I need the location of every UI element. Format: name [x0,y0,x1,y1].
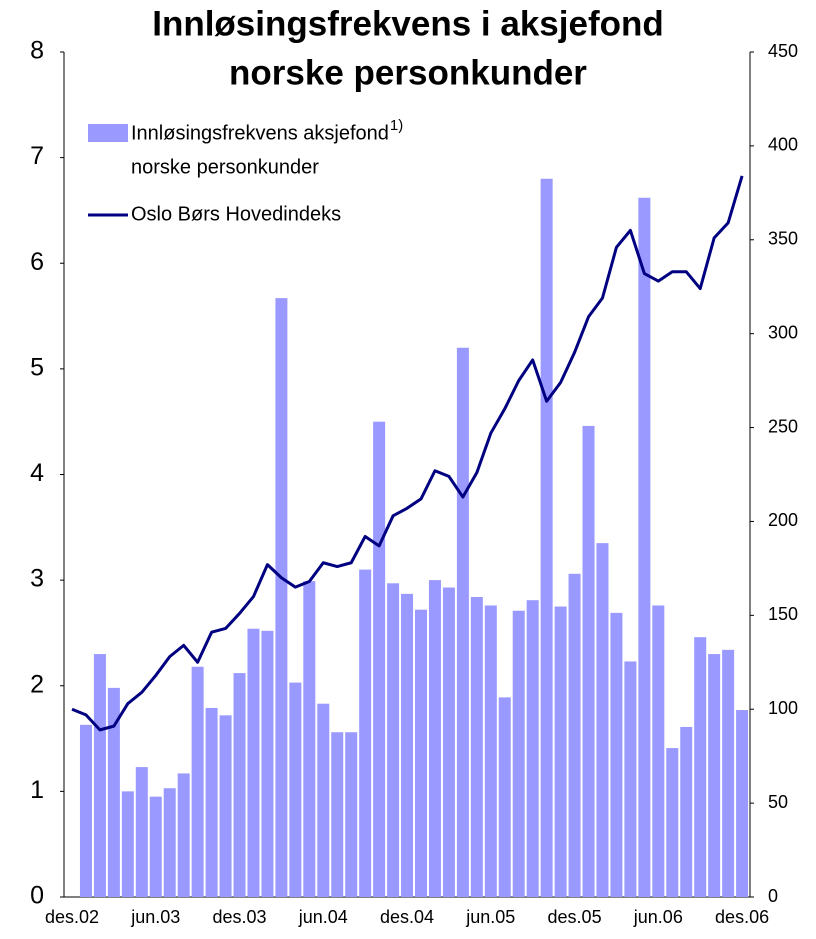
bar [331,732,344,897]
y-tick-label: 0 [30,882,44,910]
x-tick-label: jun.06 [633,907,683,927]
bar [722,649,735,897]
bar [205,707,218,897]
y-tick-label: 1 [30,776,44,804]
bar [177,773,190,897]
y2-tick-label: 300 [768,322,798,342]
y-tick-label: 7 [30,142,44,170]
bar [163,788,176,897]
legend-swatch [88,124,128,142]
bar [470,597,483,897]
bar [540,178,553,897]
y-tick-label: 5 [30,353,44,381]
bar [526,600,539,897]
bar [135,767,148,897]
bar [275,298,288,897]
legend-label: norske personkunder [131,156,319,178]
y2-tick-label: 150 [768,604,798,624]
bar [317,703,330,897]
bar [694,637,707,897]
x-tick-label: des.02 [45,907,99,927]
bar [93,654,106,897]
bar [610,612,623,897]
legend-note: 1) [390,117,403,134]
y-tick-label: 2 [30,670,44,698]
chart-title: Innløsingsfrekvens i aksjefond [152,4,664,43]
bar [428,580,441,897]
bar [233,673,246,897]
bar [261,630,274,897]
bar [638,197,651,897]
bar [666,748,679,897]
bar [373,421,386,897]
y2-tick-label: 250 [768,416,798,436]
y2-tick-label: 400 [768,135,798,155]
y2-tick-label: 0 [768,886,778,906]
bar [596,543,609,897]
bar [554,606,567,897]
bar [512,610,525,897]
bar [401,593,414,897]
y-tick-label: 6 [30,248,44,276]
bar [79,724,92,897]
bar [736,710,749,897]
bar [191,666,204,897]
line [71,175,744,732]
x-tick-label: jun.05 [465,907,515,927]
bar [498,697,511,897]
y2-tick-label: 450 [768,41,798,61]
y-tick-label: 4 [30,459,44,487]
bar [387,583,400,897]
y2-tick-label: 350 [768,229,798,249]
bar [121,791,134,897]
bar [247,628,260,897]
bar [149,796,162,897]
bar [680,726,693,897]
legend-label: Innløsingsfrekvens aksjefond [131,122,389,144]
legend-label: Oslo Børs Hovedindeks [131,203,341,225]
bar [345,732,358,897]
y2-tick-label: 50 [768,792,788,812]
x-tick-label: des.03 [212,907,266,927]
y-tick-label: 8 [30,37,44,65]
bar [624,661,637,897]
bar [219,715,232,897]
bar [652,605,665,897]
bar [708,654,721,897]
bar [415,609,427,897]
x-tick-label: des.05 [548,907,602,927]
bar [303,581,316,897]
x-tick-label: des.04 [380,907,434,927]
y2-tick-label: 100 [768,698,798,718]
bar [289,682,302,897]
chart-title: norske personkunder [229,53,587,92]
bar [484,605,497,897]
bar [359,569,372,897]
x-tick-label: jun.03 [130,907,180,927]
bar [442,587,455,897]
x-tick-label: jun.04 [298,907,348,927]
y-tick-label: 3 [30,565,44,593]
bar [568,573,581,897]
y2-tick-label: 200 [768,510,798,530]
bar [582,425,595,897]
bar [107,687,120,897]
bar [456,347,469,897]
x-tick-label: des.06 [715,907,769,927]
